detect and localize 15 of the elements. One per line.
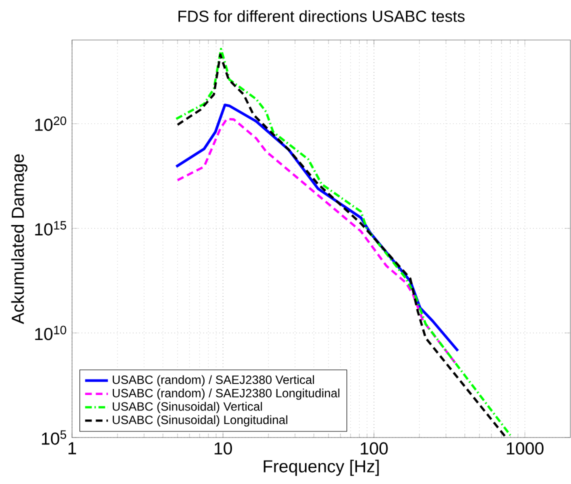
legend-label: USABC (Sinusoidal) Vertical <box>112 402 262 413</box>
legend-label: USABC (Sinusoidal) Longitudinal <box>112 415 288 426</box>
y-tick-label: 10$^{10}$ <box>35 326 66 340</box>
y-axis-title: Ackumulated Damage <box>11 154 28 324</box>
chart-title: FDS for different directions USABC tests <box>178 10 465 22</box>
x-tick-label: 1 <box>68 442 76 454</box>
x-tick-label: 100 <box>360 442 388 454</box>
y-tick-label: 10$^{20}$ <box>35 116 66 131</box>
x-axis-title: Frequency [Hz] <box>264 460 379 476</box>
legend-label: USABC (random) / SAEJ2380 Longitudinal <box>112 388 340 400</box>
legend-label: USABC (random) / SAEJ2380 Vertical <box>112 375 314 386</box>
x-tick-label: 1000 <box>506 442 544 454</box>
x-tick-label: 10 <box>214 442 232 454</box>
y-tick-label: 10$^{5}$ <box>42 430 66 445</box>
y-tick-label: 10$^{15}$ <box>35 221 66 236</box>
